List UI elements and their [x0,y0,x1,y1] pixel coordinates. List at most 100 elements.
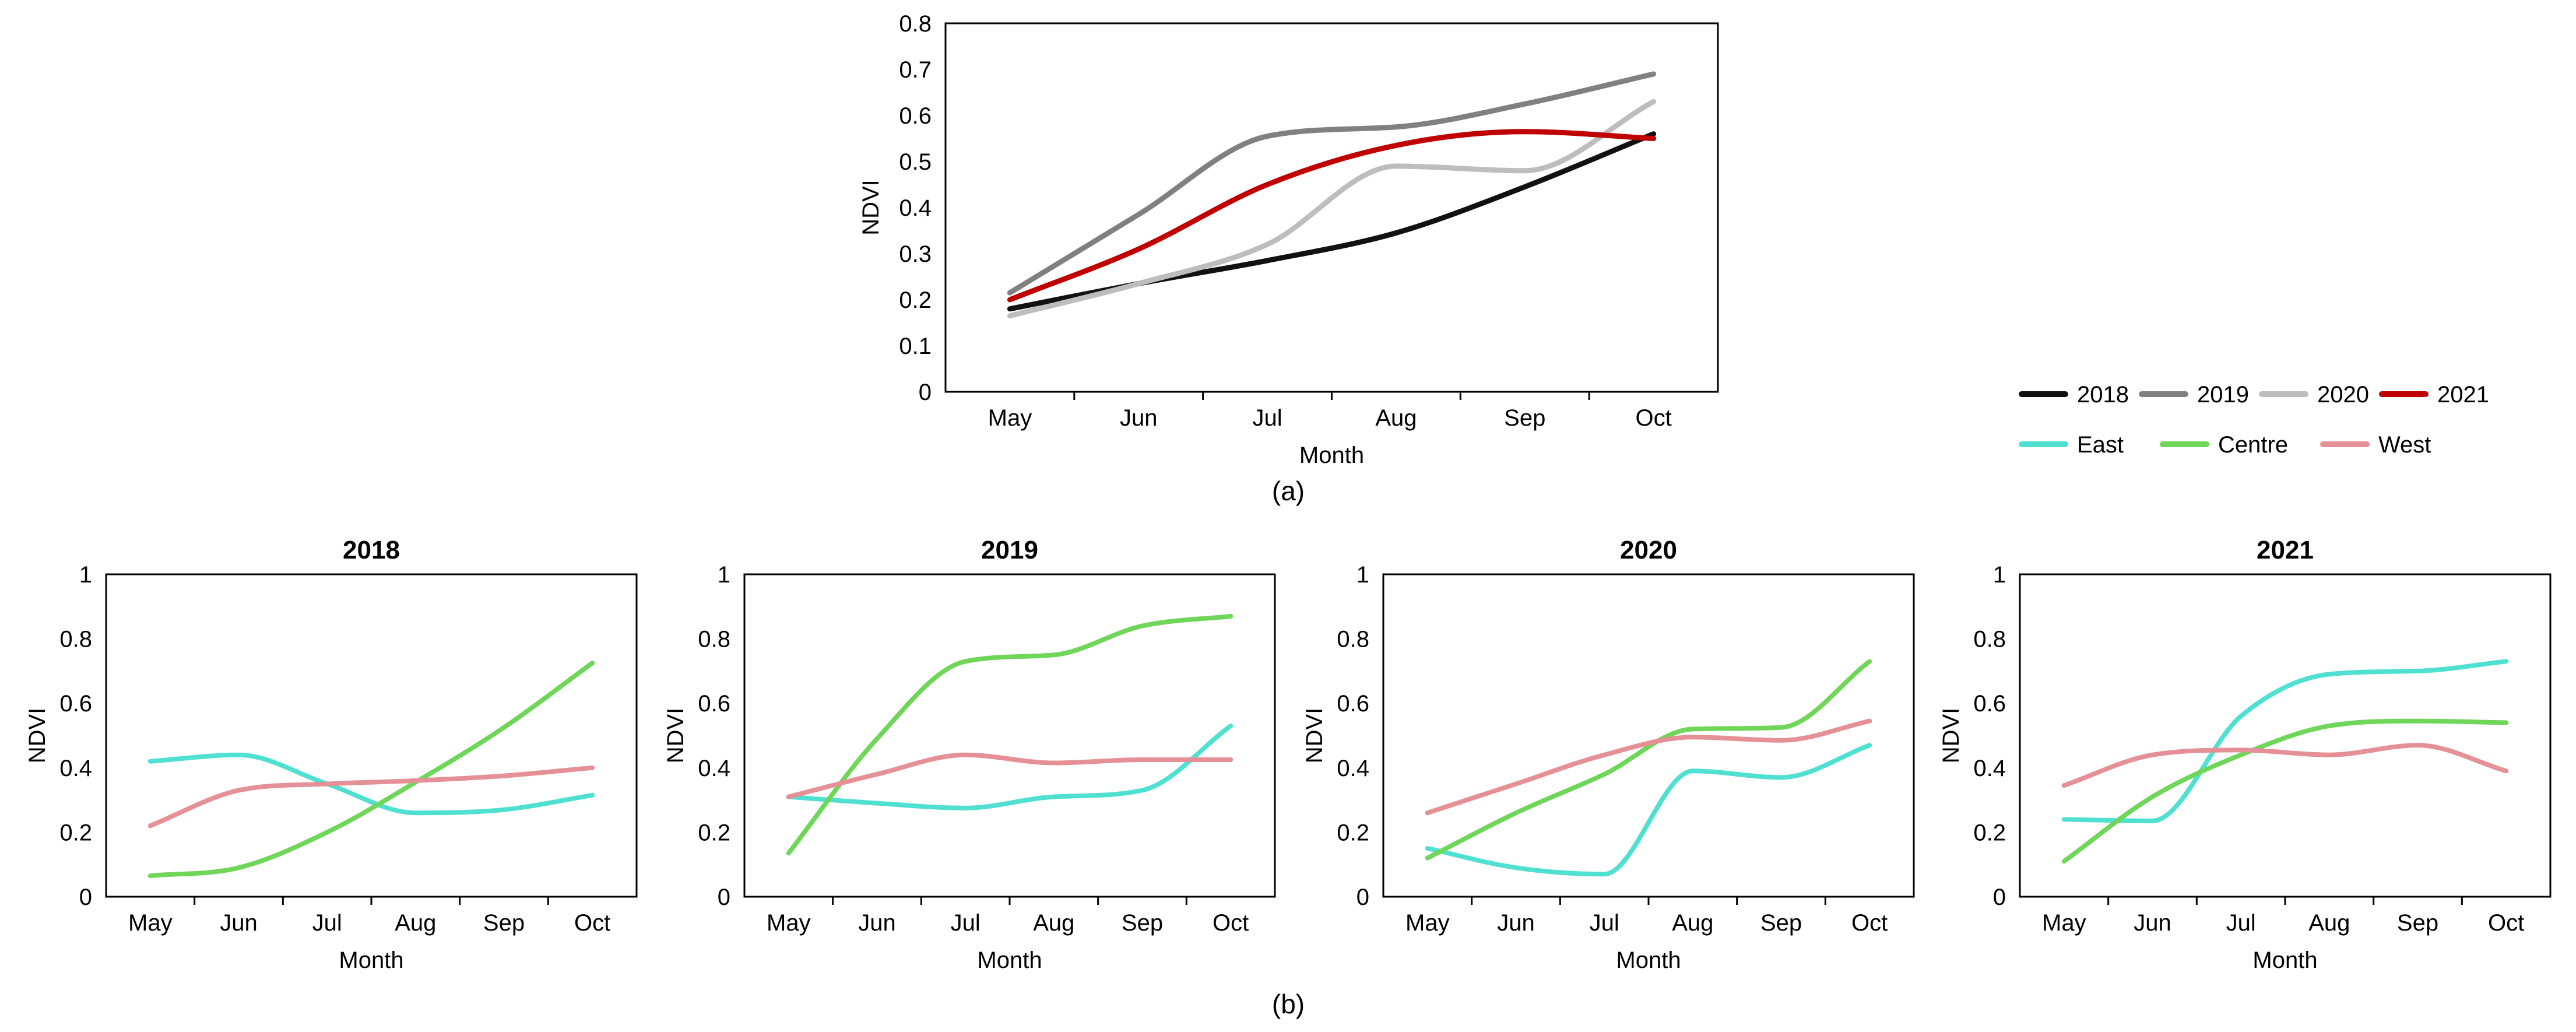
y-tick-label: 0.1 [899,334,932,359]
legend-label: 2021 [2437,382,2489,408]
y-tick-label: 0.3 [899,241,932,267]
series-line-east [2061,659,2509,823]
x-tick-label: May [128,910,173,936]
x-tick-label: Aug [1672,910,1713,936]
x-tick-label: Oct [2488,910,2524,936]
y-tick-label: 0.7 [899,57,932,83]
x-tick-label: Aug [1033,910,1074,936]
series-line-2021 [1007,129,1657,303]
caption-b: (b) [1272,989,1305,1019]
panel-title: 2019 [981,536,1038,564]
y-tick-label: 0 [1356,884,1369,910]
chart-2020: May Jun Jul Aug Sep Oct 0 0.2 0.4 0.6 0.8 1 Month NDV… [1302,536,1915,973]
series-line-east [147,752,595,816]
series-line-west [1425,718,1872,816]
x-tick-label: Oct [1213,910,1249,936]
y-tick-label: 0 [1993,884,2006,910]
y-axis-label: NDVI [24,708,50,764]
x-tick-label: Oct [1635,405,1671,431]
x-tick-label: Jul [312,910,342,936]
y-tick-label: 0.4 [1337,756,1369,781]
series-line-west [147,765,595,829]
panel-title: 2018 [343,536,400,564]
plot-area [944,22,1719,393]
legend-item-2018: 2018 [2019,382,2129,408]
y-tick-label: 0.6 [899,103,932,129]
y-axis-label: NDVI [1302,708,1327,764]
x-tick-label: Jul [1253,405,1282,431]
x-axis-label: Month [1616,947,1681,973]
y-tick-label: 0.6 [59,691,92,717]
caption-a: (a) [1272,476,1305,506]
x-tick-label: May [2042,910,2086,936]
x-tick-label: Sep [2397,910,2438,936]
y-tick-label: 0 [919,380,932,405]
legend-item-east: East [2019,432,2124,458]
y-tick-label: 0.2 [59,820,92,845]
y-tick-label: 0.4 [59,756,92,781]
legend-label: 2019 [2197,382,2249,408]
legend-item-west: West [2320,432,2431,458]
x-axis-label: Month [339,947,403,973]
y-tick-label: 1 [718,562,730,588]
panel-title: 2020 [1620,536,1677,564]
y-tick-label: 0.2 [1973,820,2006,845]
y-tick-label: 0.6 [1973,691,2006,717]
y-tick-label: 0 [79,884,92,910]
x-tick-label: Aug [395,910,436,936]
x-tick-label: Jul [1590,910,1619,936]
series-line-west [2061,743,2509,788]
plot-area [105,573,638,898]
y-tick-label: 0.8 [698,627,730,652]
legend-label: 2020 [2317,382,2369,408]
legend-item-2019: 2019 [2139,382,2249,408]
y-tick-label: 0.8 [899,11,932,37]
x-tick-label: May [1405,910,1450,936]
y-tick-label: 0.4 [698,756,730,781]
legend: 2018 2019 2020 2021 East Centre West [2019,382,2489,458]
series-line-centre [1425,659,1872,861]
plot-area [1382,573,1915,898]
x-tick-label: Oct [1851,910,1888,936]
x-tick-label: Jun [2134,910,2171,936]
y-tick-label: 0.4 [1973,756,2006,781]
chart-2021: May Jun Jul Aug Sep Oct 0 0.2 0.4 0.6 0.8 1 Month NDV… [1938,536,2552,973]
x-tick-label: Sep [483,910,525,936]
series-line-2020 [1007,99,1657,319]
y-tick-label: 0.4 [899,195,932,221]
y-tick-label: 1 [79,562,92,588]
x-tick-label: Jun [1120,405,1158,431]
x-tick-label: Aug [2308,910,2350,936]
y-tick-label: 0.2 [1337,820,1369,845]
y-tick-label: 0.8 [1973,627,2006,652]
chart-2019: May Jun Jul Aug Sep Oct 0 0.2 0.4 0.6 0.8 1 Month NDV… [663,536,1276,973]
chart-2018: May Jun Jul Aug Sep Oct 0 0.2 0.4 0.6 0.8 1 Month NDV… [24,536,638,973]
y-tick-label: 0.5 [899,149,932,175]
panel-title: 2021 [2257,536,2314,564]
plot-area [743,573,1276,898]
x-tick-label: May [988,405,1032,431]
y-tick-label: 0.8 [1337,627,1369,652]
series-line-west [786,752,1233,799]
x-tick-label: Sep [1504,405,1545,431]
series-line-east [786,723,1233,810]
legend-item-2020: 2020 [2259,382,2369,408]
x-tick-label: Jun [858,910,896,936]
y-axis-label: NDVI [1938,708,1964,764]
legend-item-2021: 2021 [2379,382,2489,408]
x-tick-label: Jul [951,910,981,936]
legend-item-centre: Centre [2160,432,2288,458]
series-line-centre [2061,718,2509,864]
y-tick-label: 0.2 [899,287,932,313]
y-tick-label: 0.6 [1337,691,1369,717]
legend-label: Centre [2218,432,2288,458]
x-tick-label: Jun [1497,910,1535,936]
y-tick-label: 0.8 [59,627,92,652]
x-tick-label: Jun [220,910,258,936]
y-axis-label: NDVI [858,180,884,236]
charts-layer: May Jun Jul Aug Sep Oct 0 0.1 0.2 0.3 0.4 0.5 0.6 0.7… [24,11,2552,973]
x-tick-label: Oct [574,910,610,936]
x-axis-label: Month [2252,947,2317,973]
y-tick-label: 1 [1993,562,2006,588]
